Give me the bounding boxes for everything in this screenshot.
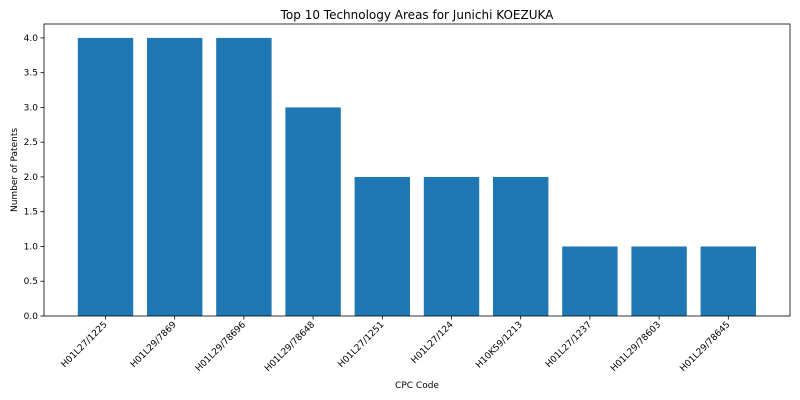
x-tick-label: H01L29/7869	[129, 320, 179, 370]
x-tick-label: H01L27/124	[410, 320, 456, 366]
x-axis-label: CPC Code	[395, 381, 439, 391]
bar-H01L29/78696	[216, 38, 271, 316]
y-tick-label: 0.5	[24, 277, 38, 287]
y-axis-label: Number of Patents	[10, 128, 20, 212]
bar-H01L27/1225	[78, 38, 133, 316]
x-tick-label: H10K59/1213	[474, 320, 525, 371]
chart-title: Top 10 Technology Areas for Junichi KOEZ…	[280, 8, 555, 22]
bar-H10K59/1213	[493, 177, 548, 316]
y-tick-label: 4.0	[24, 34, 39, 44]
bar-H01L27/1251	[355, 177, 410, 316]
y-tick-label: 2.5	[24, 138, 38, 148]
bar-H01L27/124	[424, 177, 479, 316]
y-axis-ticks: 0.0 0.5 1.0 1.5 2.0 2.5 3.0 3.5 4.0	[24, 34, 44, 322]
x-tick-label: H01L27/1251	[336, 320, 386, 370]
y-tick-label: 2.0	[24, 173, 39, 183]
x-tick-label: H01L29/78645	[678, 320, 732, 374]
bar-H01L29/78645	[701, 246, 756, 316]
bar-H01L27/1237	[562, 246, 617, 316]
bar-H01L29/78648	[285, 107, 340, 316]
x-tick-label: H01L29/78603	[609, 320, 663, 374]
y-tick-label: 1.5	[24, 208, 38, 218]
x-tick-label: H01L27/1237	[544, 320, 594, 370]
x-axis-ticks: H01L27/1225 H01L29/7869 H01L29/78696 H01L29…	[60, 316, 733, 374]
x-tick-label: H01L29/78696	[194, 320, 248, 374]
y-tick-label: 1.0	[24, 242, 39, 252]
y-tick-label: 3.5	[24, 69, 38, 79]
y-tick-label: 3.0	[24, 103, 39, 113]
bar-H01L29/7869	[147, 38, 202, 316]
bar-H01L29/78603	[631, 246, 686, 316]
bars	[78, 38, 756, 316]
x-tick-label: H01L29/78648	[263, 320, 317, 374]
x-tick-label: H01L27/1225	[60, 320, 110, 370]
y-tick-label: 0.0	[24, 312, 39, 322]
